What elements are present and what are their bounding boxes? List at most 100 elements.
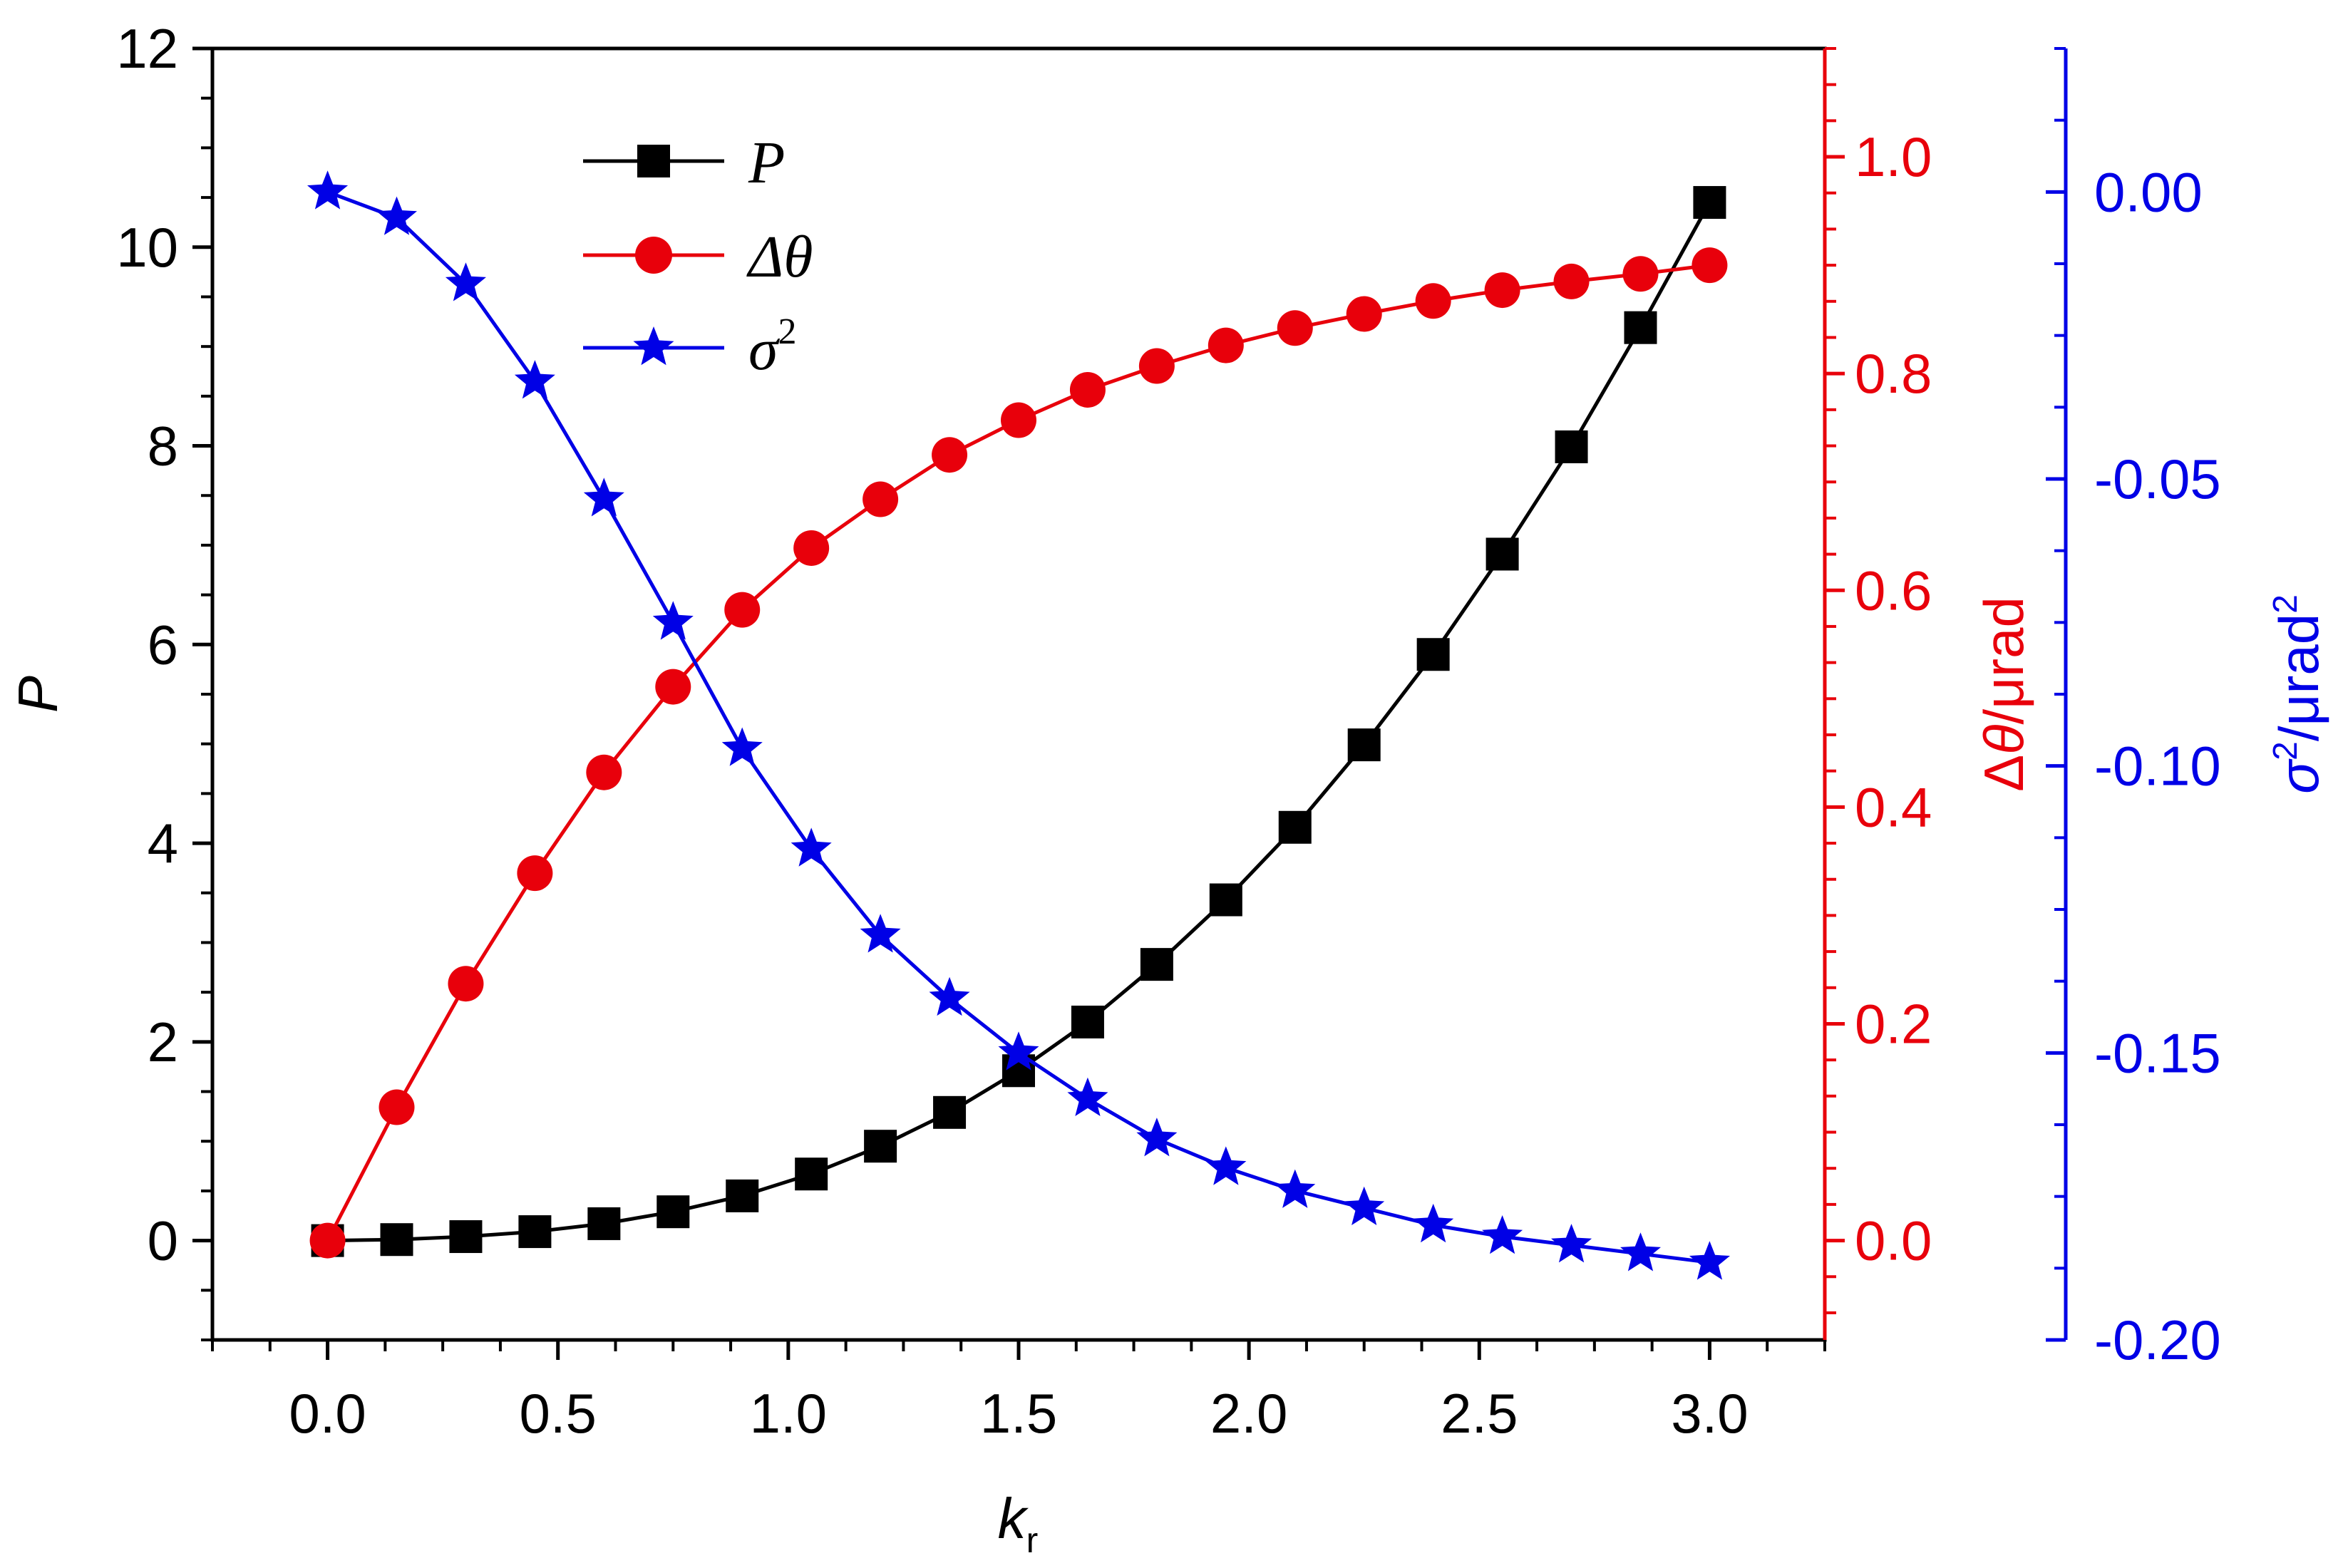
point-2-8 — [860, 914, 901, 953]
point-2-4 — [583, 478, 624, 517]
right2-axis-title-sigma: σ — [2267, 758, 2330, 794]
point-2-2 — [445, 262, 486, 301]
legend-marker-p — [637, 145, 670, 177]
point-1-18 — [1553, 263, 1590, 299]
point-0-3 — [518, 1215, 552, 1249]
legend: P Δθ σ2 — [583, 130, 813, 383]
point-2-3 — [514, 360, 555, 399]
left-tick-label-0: 0 — [148, 1209, 178, 1272]
point-1-14 — [1277, 310, 1313, 346]
left-tick-label-4: 8 — [148, 415, 178, 478]
point-1-2 — [448, 966, 484, 1002]
right1-axis-title: Δθ/μrad — [1972, 597, 2035, 792]
point-0-7 — [795, 1157, 828, 1191]
point-0-16 — [1416, 638, 1450, 671]
x-axis-title-sub: r — [1026, 1520, 1039, 1560]
x-tick-label-1: 0.5 — [519, 1382, 596, 1445]
legend-label-sigma2: σ2 — [748, 311, 796, 383]
point-0-9 — [933, 1095, 967, 1129]
right2-tick-label-3: -0.15 — [2094, 1021, 2221, 1084]
point-1-12 — [1138, 348, 1175, 384]
point-1-16 — [1415, 283, 1451, 319]
right1-tick-label-3: 0.6 — [1855, 559, 1932, 621]
left-tick-label-2: 4 — [148, 812, 178, 875]
point-0-18 — [1555, 430, 1588, 463]
point-0-19 — [1624, 311, 1657, 344]
point-1-0 — [309, 1222, 346, 1259]
left-tick-label-6: 12 — [116, 17, 178, 80]
point-2-10 — [998, 1031, 1039, 1071]
point-1-5 — [655, 669, 691, 705]
point-0-11 — [1071, 1005, 1104, 1038]
point-2-17 — [1482, 1215, 1523, 1254]
series-1 — [309, 247, 1728, 1259]
point-0-14 — [1278, 810, 1312, 844]
axis-ticks: 0.0 0.5 1.0 1.5 2.0 2.5 3.0 0 2 4 6 8 10 12 0.0 0.2 0.4 0… — [116, 17, 2221, 1445]
point-2-18 — [1551, 1224, 1592, 1263]
point-1-13 — [1208, 327, 1244, 363]
point-2-9 — [929, 976, 970, 1016]
right1-tick-label-2: 0.4 — [1855, 775, 1932, 838]
right1-axis-title-delta: Δ — [1972, 755, 2035, 792]
x-tick-label-3: 1.5 — [980, 1382, 1057, 1445]
point-0-2 — [449, 1220, 483, 1254]
series-2 — [307, 170, 1730, 1280]
point-0-17 — [1485, 537, 1519, 571]
right2-tick-label-1: -0.05 — [2094, 448, 2221, 510]
legend-label-p: P — [748, 130, 785, 196]
point-1-19 — [1622, 256, 1659, 292]
point-2-20 — [1689, 1241, 1730, 1280]
point-1-7 — [793, 530, 830, 566]
point-1-10 — [1001, 402, 1036, 438]
x-tick-label-0: 0.0 — [289, 1382, 366, 1445]
right1-axis-title-theta: θ — [1972, 724, 2035, 754]
point-0-1 — [380, 1223, 413, 1257]
point-2-16 — [1413, 1203, 1454, 1243]
point-2-11 — [1067, 1077, 1108, 1116]
left-tick-label-1: 2 — [148, 1011, 178, 1073]
point-0-15 — [1347, 728, 1381, 762]
point-2-5 — [652, 601, 694, 640]
point-2-14 — [1275, 1169, 1316, 1208]
x-axis-title: kr — [998, 1487, 1039, 1560]
point-0-13 — [1209, 883, 1242, 917]
right1-tick-label-0: 0.0 — [1855, 1209, 1932, 1272]
point-2-19 — [1620, 1232, 1661, 1272]
legend-label-sigma2-main: σ — [748, 316, 781, 383]
right2-tick-label-2: -0.10 — [2094, 735, 2221, 798]
legend-marker-sigma2 — [633, 326, 674, 366]
point-0-6 — [726, 1179, 759, 1212]
point-2-0 — [307, 170, 349, 210]
point-1-20 — [1692, 247, 1728, 284]
point-0-4 — [587, 1207, 621, 1240]
left-tick-label-5: 10 — [116, 216, 178, 279]
point-2-13 — [1205, 1146, 1247, 1185]
legend-entry-p: P — [583, 130, 785, 196]
right2-tick-label-4: -0.20 — [2094, 1309, 2221, 1371]
right1-axis-title-unit: /μrad — [1972, 597, 2035, 724]
point-0-20 — [1693, 186, 1726, 220]
point-1-9 — [932, 437, 968, 473]
point-1-17 — [1484, 272, 1520, 309]
right2-axis-title-sup2: 2 — [2267, 594, 2305, 614]
legend-entry-sigma2: σ2 — [583, 311, 796, 383]
point-1-8 — [863, 481, 899, 517]
point-2-6 — [721, 727, 763, 766]
point-1-3 — [517, 855, 553, 892]
right2-axis-title-unit: /μrad — [2267, 614, 2330, 741]
right2-axis-title: σ2/μrad2 — [2267, 594, 2330, 794]
point-2-1 — [376, 196, 417, 235]
legend-entry-dtheta: Δθ — [583, 224, 813, 290]
point-0-8 — [864, 1130, 897, 1163]
point-1-1 — [379, 1089, 415, 1125]
left-tick-label-3: 6 — [148, 613, 178, 676]
point-1-15 — [1346, 296, 1382, 332]
left-axis-title: P — [6, 676, 69, 713]
x-tick-label-2: 1.0 — [750, 1382, 827, 1445]
point-1-6 — [724, 592, 761, 628]
x-tick-label-4: 2.0 — [1210, 1382, 1287, 1445]
legend-label-dtheta: Δθ — [746, 224, 813, 290]
legend-label-sigma2-sup: 2 — [778, 311, 796, 352]
right2-axis-title-sup1: 2 — [2267, 741, 2305, 760]
